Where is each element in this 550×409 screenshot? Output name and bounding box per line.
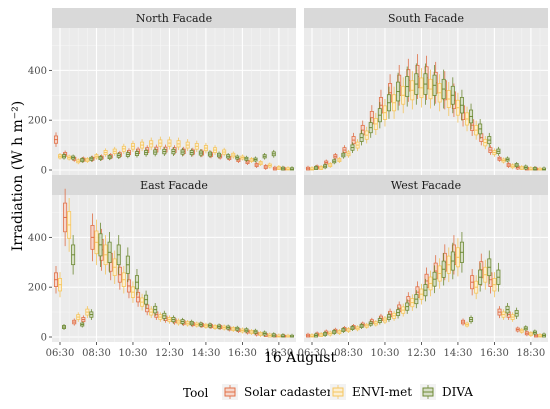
x-tick-label: 12:30 [155,348,184,359]
series-diva [313,231,547,338]
facet-strip [304,8,548,28]
series-diva [62,222,294,338]
panel-background [304,195,548,342]
y-tick-label: 400 [28,233,47,244]
y-axis-title: Irradiation (W h m⁻²) [10,101,26,252]
facet-title: East Facade [140,179,208,192]
series-envi-met [58,136,290,171]
legend-title: Tool [183,386,209,400]
facet-title: North Facade [136,12,212,25]
facet-south-facade: South Facade [304,8,548,175]
x-tick-label: 14:30 [192,348,221,359]
facet-east-facade: East Facade [52,175,296,342]
y-tick-label: 0 [41,333,47,344]
facet-title: West Facade [391,179,461,192]
x-tick-label: 16:30 [228,348,257,359]
facet-title: South Facade [388,12,464,25]
series-envi-met [58,198,290,338]
facet-west-facade: West Facade [304,175,548,342]
legend-item: DIVA [420,384,473,400]
series-envi-met [309,238,543,338]
x-tick-label: 18:30 [516,348,545,359]
y-tick-label: 200 [28,116,47,127]
x-tick-label: 14:30 [444,348,473,359]
panel-background [304,28,548,175]
x-tick-label: 10:30 [119,348,148,359]
x-tick-label: 06:30 [46,348,75,359]
x-tick-label: 10:30 [371,348,400,359]
facet-panels: North Facade South Facade East Facade West … [52,8,548,342]
x-tick-label: 06:30 [298,348,327,359]
series-diva [62,147,294,171]
x-tick-label: 16:30 [480,348,509,359]
x-tick-label: 18:30 [264,348,293,359]
x-axis-title: 16 August [264,350,337,366]
facet-strip [52,8,296,28]
y-tick-label: 400 [28,66,47,77]
legend-label: DIVA [442,385,473,399]
y-tick-label: 200 [28,283,47,294]
series-diva [313,63,547,171]
axes-layer: 0 200 400 0 200 400 06:30 08:30 10:30 12:30 14:30 1… [28,66,545,359]
y-tick-label: 0 [41,166,47,177]
x-tick-label: 08:30 [334,348,363,359]
facet-strip [304,175,548,195]
legend-item: ENVI-met [330,384,412,400]
legend-label: Solar cadaster [244,385,333,399]
x-tick-label: 12:30 [407,348,436,359]
legend-item: Solar cadaster [222,384,333,400]
facet-north-facade: North Facade [52,8,296,175]
facet-strip [52,175,296,195]
legend-label: ENVI-met [352,385,412,399]
x-tick-label: 08:30 [82,348,111,359]
series-envi-met [309,68,543,171]
legend: Tool Solar cadaster ENVI-met DIVA [183,384,473,400]
gridlines [304,195,548,342]
